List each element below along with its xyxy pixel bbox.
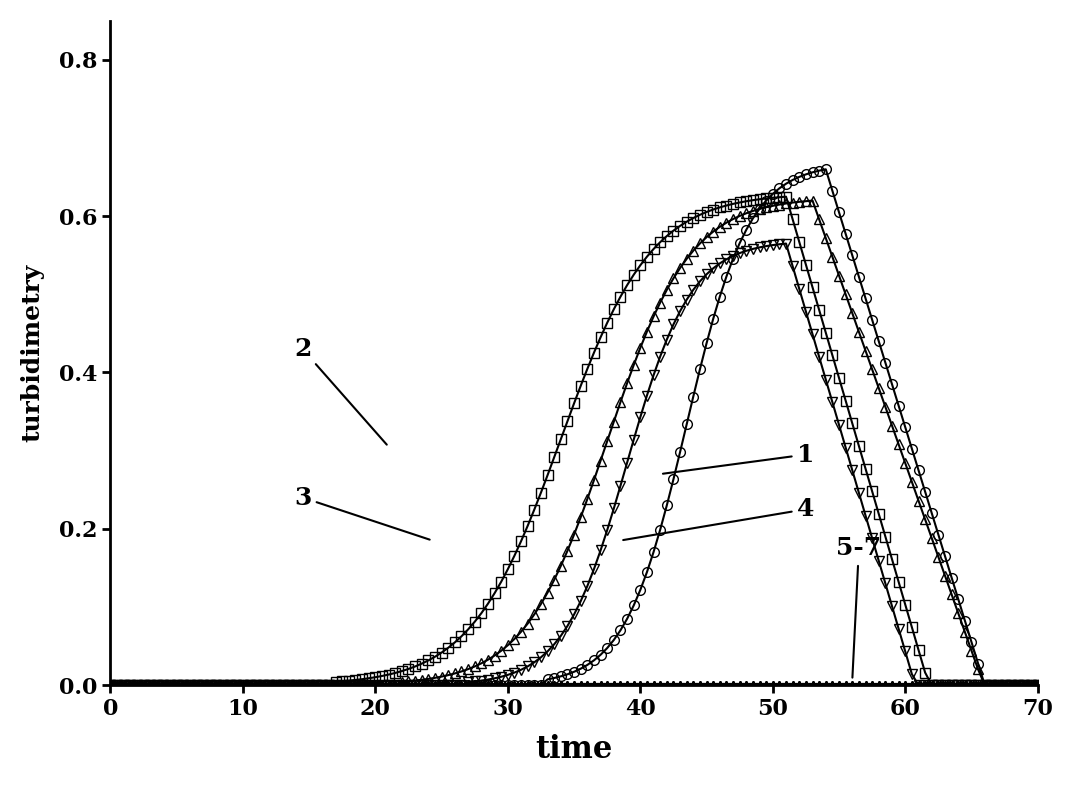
Text: 4: 4 <box>623 498 814 540</box>
Text: 3: 3 <box>294 486 430 540</box>
X-axis label: time: time <box>535 734 613 765</box>
Text: 1: 1 <box>663 443 814 474</box>
Y-axis label: turbidimetry: turbidimetry <box>20 264 45 442</box>
Text: 2: 2 <box>294 337 387 445</box>
Text: 5-7: 5-7 <box>837 536 882 678</box>
